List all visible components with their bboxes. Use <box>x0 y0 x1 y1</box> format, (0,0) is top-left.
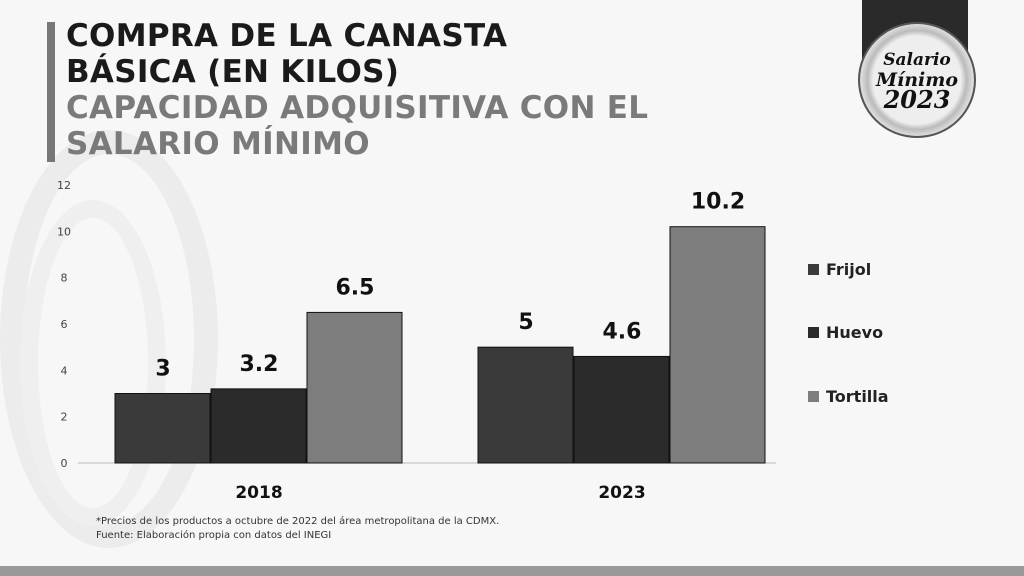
legend-label: Tortilla <box>826 387 889 406</box>
medal-text: Mínimo <box>875 69 959 91</box>
salario-minimo-medal-logo: Salario Mínimo 2023 <box>858 22 976 138</box>
legend-label: Huevo <box>826 323 883 342</box>
y-tick-label: 12 <box>57 179 71 192</box>
title-line: BÁSICA (EN KILOS) <box>66 54 400 90</box>
y-tick-label: 8 <box>61 272 68 285</box>
data-label: 6.5 <box>336 275 375 300</box>
page-title: COMPRA DE LA CANASTA BÁSICA (EN KILOS) C… <box>66 18 648 162</box>
data-label: 5 <box>518 310 533 335</box>
chart-notes: *Precios de los productos a octubre de 2… <box>96 515 499 543</box>
data-label: 3.2 <box>240 352 279 377</box>
y-tick-label: 6 <box>61 318 68 331</box>
source-note: Fuente: Elaboración propia con datos del… <box>96 530 332 541</box>
data-label: 3 <box>155 357 170 382</box>
x-tick-label: 2023 <box>598 483 645 503</box>
bar-huevo-2023 <box>573 355 670 464</box>
medal-text: Salario <box>883 50 951 70</box>
legend-label: Frijol <box>826 260 871 279</box>
data-label: 10.2 <box>691 190 745 215</box>
bar-frijol-2023 <box>477 346 574 464</box>
legend-swatch-frijol <box>808 264 819 275</box>
bar-tortilla-2018 <box>306 311 403 464</box>
medal-text: 2023 <box>883 85 951 114</box>
bar-frijol-2018 <box>114 393 211 464</box>
footnote: *Precios de los productos a octubre de 2… <box>96 516 500 527</box>
data-label: 4.6 <box>603 319 642 344</box>
subtitle-line: SALARIO MÍNIMO <box>66 126 370 162</box>
bar-tortilla-2023 <box>669 226 766 464</box>
footer-bar <box>0 566 1024 576</box>
title-line: COMPRA DE LA CANASTA <box>66 18 508 54</box>
y-tick-label: 0 <box>61 457 68 470</box>
title-accent-bar <box>47 22 55 162</box>
subtitle-line: CAPACIDAD ADQUISITIVA CON EL <box>66 90 649 126</box>
y-tick-label: 2 <box>61 411 68 424</box>
x-tick-label: 2018 <box>235 483 282 503</box>
y-tick-label: 10 <box>57 225 71 238</box>
legend-swatch-tortilla <box>808 391 819 402</box>
legend-swatch-huevo <box>808 327 819 338</box>
y-tick-label: 4 <box>61 364 68 377</box>
bar-huevo-2018 <box>210 388 307 464</box>
